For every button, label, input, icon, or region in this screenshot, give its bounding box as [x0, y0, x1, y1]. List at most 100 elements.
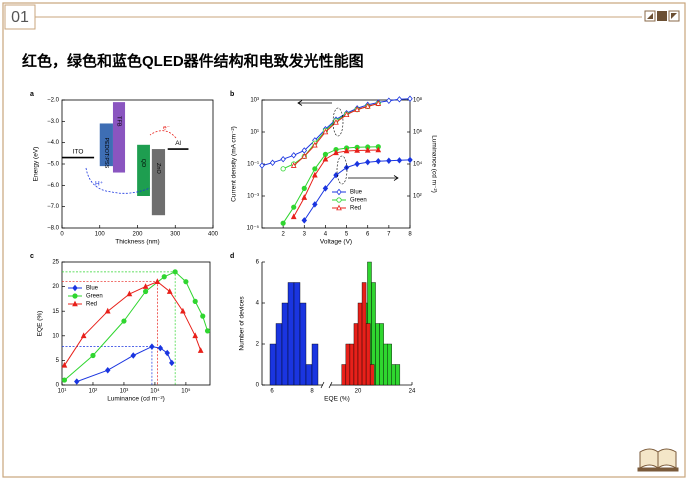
callout — [336, 155, 348, 185]
marker — [121, 318, 127, 324]
y-tick-label: 0 — [56, 383, 60, 389]
hist-bar — [311, 343, 319, 386]
legend-marker — [72, 293, 78, 299]
series-line — [64, 281, 202, 366]
marker — [80, 332, 87, 339]
panel-label: b — [230, 91, 234, 98]
x-tick-label: 200 — [132, 232, 143, 238]
hist-bar — [357, 302, 363, 386]
layer-label: TFB — [116, 116, 122, 127]
slide-title: 红色，绿色和蓝色QLED器件结构和电致发光性能图 — [22, 52, 364, 70]
hist-bar — [379, 323, 384, 386]
x-tick-label: 4 — [324, 232, 328, 238]
marker — [74, 378, 80, 385]
marker — [166, 288, 173, 294]
hist-bar — [353, 323, 359, 386]
marker — [301, 152, 308, 159]
x-tick-label: 300 — [170, 232, 181, 238]
marker — [386, 157, 392, 164]
marker — [197, 347, 204, 353]
y2-tick-label: 10⁴ — [413, 161, 423, 168]
y-tick-label: 6 — [256, 260, 260, 266]
y-axis-label: Current density (mA cm⁻²) — [231, 126, 238, 202]
series-line — [64, 271, 208, 381]
y-tick-label: 10¹ — [250, 130, 259, 136]
hist-bar — [395, 364, 401, 386]
marker — [354, 160, 360, 168]
x-tick-label: 10¹ — [58, 389, 67, 395]
layer-band — [99, 123, 113, 167]
y2-axis-label: Luminance (cd m⁻²) — [430, 135, 437, 193]
y-tick-label: 15 — [52, 309, 59, 315]
x-tick-label: 3 — [303, 232, 307, 238]
marker — [364, 146, 371, 153]
legend-marker — [72, 284, 78, 292]
marker — [312, 171, 318, 178]
marker — [301, 185, 307, 191]
x-tick-label: 10⁵ — [181, 388, 191, 395]
hist-bar — [287, 282, 295, 386]
x-tick-label: 6 — [366, 232, 370, 238]
marker — [312, 166, 318, 172]
marker — [280, 166, 286, 172]
marker — [301, 217, 308, 224]
marker — [280, 220, 286, 226]
book-icon — [637, 448, 679, 472]
hist-bar — [275, 323, 283, 386]
panel-label: d — [230, 253, 234, 260]
y-axis-label: Energy (eV) — [33, 147, 40, 182]
x-axis-label: Voltage (V) — [320, 239, 352, 246]
marker — [407, 95, 413, 102]
marker — [364, 158, 371, 166]
x-tick-label: 6 — [270, 389, 274, 395]
y-tick-label: 5 — [56, 358, 60, 364]
marker — [200, 313, 206, 319]
marker — [169, 359, 175, 367]
book-page — [639, 448, 659, 469]
y-tick-label: −2.0 — [47, 98, 60, 104]
layer-label: QD — [140, 159, 146, 167]
annotation: H⁺ — [95, 181, 103, 188]
y-tick-label: 10³ — [250, 98, 259, 104]
figure: a Thickness (nm) Energy (eV) −2.0 −3.0 −4.0 −5… — [30, 91, 437, 403]
legend-label: Green — [350, 198, 367, 204]
legend-label: Green — [86, 294, 103, 300]
y2-tick-label: 10² — [413, 194, 422, 200]
layer-band — [112, 102, 126, 173]
marker — [183, 279, 189, 285]
hole-path — [85, 167, 151, 194]
x-tick-label: 10⁴ — [150, 388, 160, 395]
marker — [396, 96, 403, 103]
x-tick-label: 10² — [89, 389, 98, 395]
x-tick-label: 5 — [345, 232, 349, 238]
marker — [375, 157, 382, 165]
hist-bar — [345, 343, 351, 386]
legend-label: Red — [86, 302, 97, 308]
marker — [343, 147, 350, 154]
marker — [333, 118, 339, 125]
hist-bar — [369, 364, 375, 386]
x-tick-label: 8 — [310, 389, 314, 395]
hist-bar — [365, 323, 371, 386]
hist-bar — [375, 323, 380, 386]
hist-bar — [305, 364, 313, 386]
x-tick-label: 400 — [208, 232, 219, 238]
marker — [375, 100, 382, 106]
hist-bar — [299, 302, 307, 386]
x-axis-label: Luminance (cd m⁻²) — [107, 396, 165, 403]
layer-label: ZnO — [155, 163, 161, 174]
peak-guide — [62, 346, 153, 385]
series-line — [282, 146, 379, 224]
hist-bar — [387, 343, 392, 386]
book-page — [657, 448, 677, 469]
layer-band — [151, 149, 166, 216]
arrow — [297, 100, 332, 106]
marker — [333, 171, 339, 179]
marker — [312, 141, 318, 148]
marker — [154, 278, 161, 284]
x-tick-label: 8 — [408, 232, 412, 238]
marker — [333, 149, 339, 156]
marker — [375, 146, 382, 153]
y-axis-label: Number of devices — [239, 296, 246, 351]
